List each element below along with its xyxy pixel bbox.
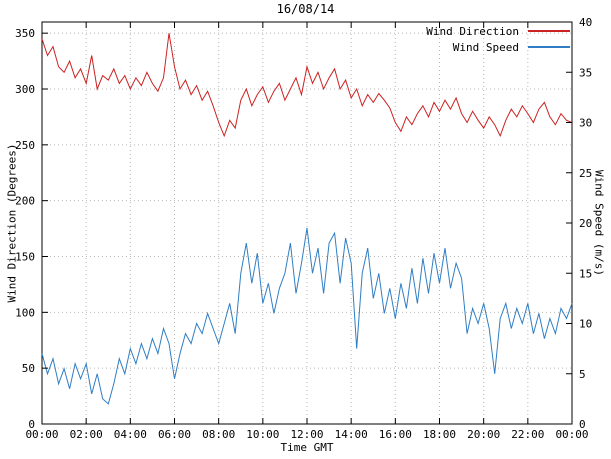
y-tick-label-left: 100 [15, 306, 35, 319]
legend-line-sample-wind-direction [528, 30, 570, 32]
y-tick-label-right: 0 [579, 418, 586, 431]
chart-title: 16/08/14 [276, 2, 335, 16]
x-tick-label: 00:00 [25, 428, 58, 441]
y-tick-label-right: 10 [579, 318, 592, 331]
x-tick-label: 10:00 [246, 428, 279, 441]
legend-line-sample-wind-speed [528, 46, 570, 48]
y-tick-label-right: 40 [579, 16, 592, 29]
x-tick-label: 02:00 [70, 428, 103, 441]
wind-speed-line [41, 227, 573, 405]
y-tick-label-right: 20 [579, 217, 592, 230]
y-tick-label-right: 30 [579, 117, 592, 130]
x-tick-label: 04:00 [114, 428, 147, 441]
x-axis-label: Time GMT [280, 441, 334, 454]
y-tick-label-left: 250 [15, 139, 35, 152]
y-tick-label-right: 25 [579, 167, 592, 180]
x-tick-label: 16:00 [379, 428, 412, 441]
y-tick-label-right: 5 [579, 368, 586, 381]
y-tick-label-right: 35 [579, 66, 592, 79]
legend-label-wind-direction: Wind Direction [426, 24, 519, 38]
legend-label-wind-speed: Wind Speed [452, 40, 519, 54]
x-tick-label: 18:00 [423, 428, 456, 441]
y-tick-label-left: 150 [15, 251, 35, 264]
y-tick-label-left: 200 [15, 195, 35, 208]
x-tick-label: 00:00 [555, 428, 588, 441]
y-tick-label-right: 15 [579, 267, 592, 280]
x-tick-label: 12:00 [290, 428, 323, 441]
legend: Wind Direction Wind Speed [426, 23, 570, 55]
x-tick-label: 22:00 [511, 428, 544, 441]
y-tick-label-left: 50 [22, 362, 35, 375]
y-tick-label-left: 350 [15, 27, 35, 40]
y-tick-label-left: 0 [28, 418, 35, 431]
x-tick-label: 06:00 [158, 428, 191, 441]
legend-item-wind-direction: Wind Direction [426, 23, 570, 39]
x-tick-label: 20:00 [467, 428, 500, 441]
y-tick-label-left: 300 [15, 83, 35, 96]
wind-direction-line [41, 33, 573, 138]
legend-item-wind-speed: Wind Speed [426, 39, 570, 55]
x-tick-label: 14:00 [335, 428, 368, 441]
x-tick-label: 08:00 [202, 428, 235, 441]
